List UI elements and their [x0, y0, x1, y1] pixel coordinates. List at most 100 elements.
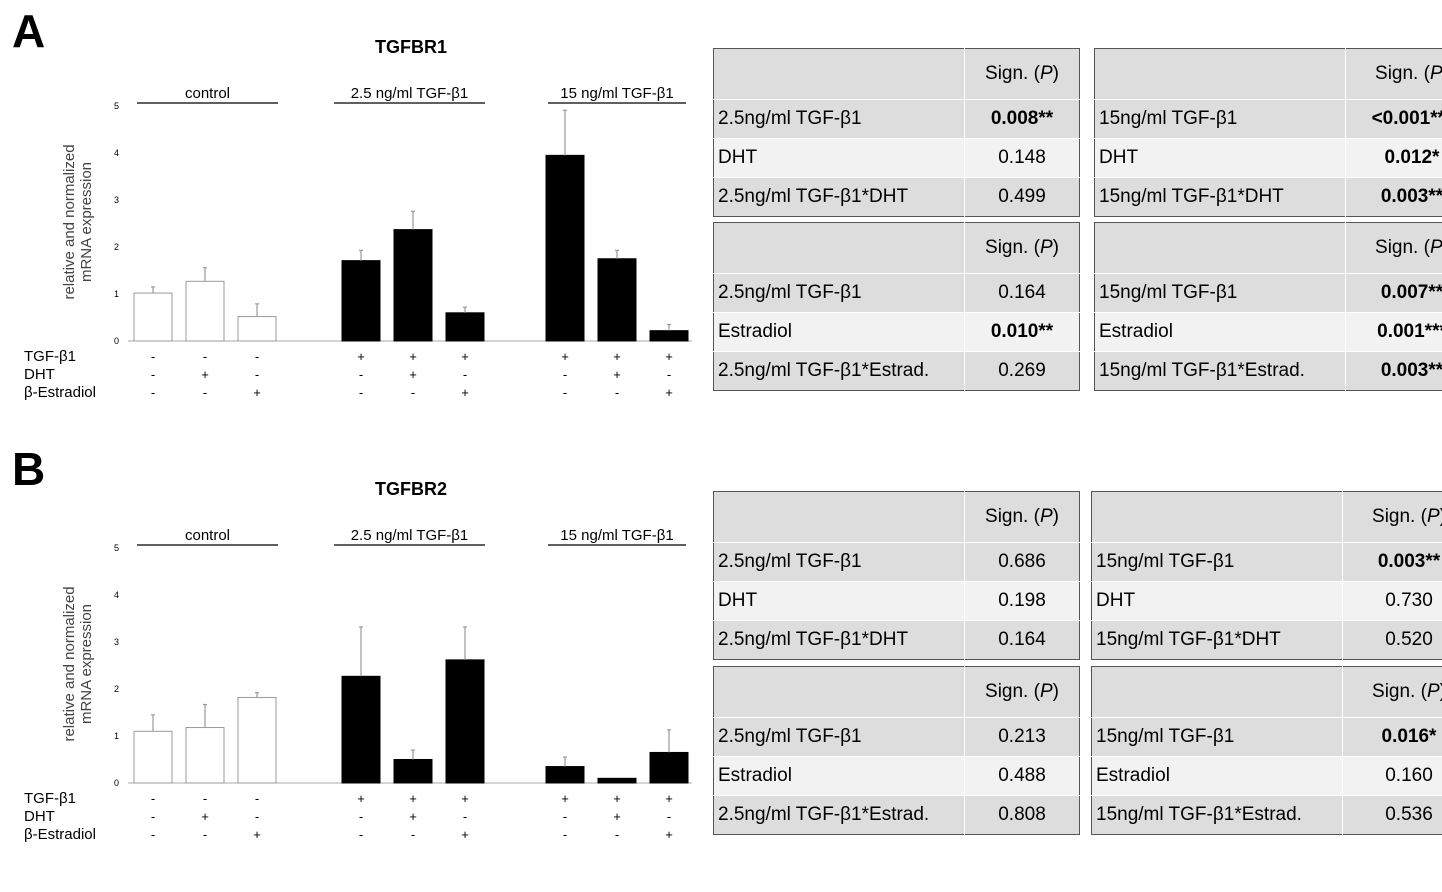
treatment-symbol: - — [563, 827, 567, 842]
bar — [546, 155, 584, 341]
stats-header-empty — [1092, 492, 1343, 543]
group-label: 2.5 ng/ml TGF-β1 — [351, 527, 469, 544]
stats-table-header-row: Sign. (P) — [714, 223, 1080, 274]
treatment-symbol: + — [561, 791, 569, 806]
bar — [186, 281, 224, 341]
treatment-row-label: DHT — [24, 366, 55, 383]
stats-effect-label: 2.5ng/ml TGF-β1*Estrad. — [714, 796, 965, 835]
treatment-symbol: + — [409, 809, 417, 824]
stats-p-value: 0.198 — [965, 582, 1080, 621]
stats-header-sign: Sign. (P) — [1346, 223, 1442, 274]
treatment-symbol: - — [151, 367, 155, 382]
bar — [342, 261, 380, 341]
stats-header-empty — [1095, 49, 1346, 100]
y-tick-label: 5 — [114, 543, 119, 553]
stats-effect-label: Estradiol — [1095, 313, 1346, 352]
stats-header-sign: Sign. (P) — [965, 492, 1080, 543]
treatment-symbol: - — [151, 385, 155, 400]
treatment-symbol: - — [359, 385, 363, 400]
bar — [650, 331, 688, 341]
bar — [238, 697, 276, 783]
group-label: 15 ng/ml TGF-β1 — [560, 85, 673, 102]
stats-header-sign: Sign. (P) — [1346, 49, 1442, 100]
stats-table-row: 2.5ng/ml TGF-β1*Estrad.0.808 — [714, 796, 1080, 835]
stats-p-value: 0.520 — [1343, 621, 1442, 660]
stats-p-value: 0.001*** — [1346, 313, 1442, 352]
stats-header-sign: Sign. (P) — [1343, 492, 1442, 543]
stats-table: Sign. (P)15ng/ml TGF-β10.007**Estradiol0… — [1094, 222, 1442, 391]
stats-p-value: 0.269 — [965, 352, 1080, 391]
bar — [446, 313, 484, 341]
stats-effect-label: DHT — [1095, 139, 1346, 178]
stats-effect-label: DHT — [714, 582, 965, 621]
stats-p-value: 0.488 — [965, 757, 1080, 796]
stats-effect-label: 2.5ng/ml TGF-β1*DHT — [714, 178, 965, 217]
stats-effect-label: DHT — [714, 139, 965, 178]
stats-effect-label: 15ng/ml TGF-β1*DHT — [1095, 178, 1346, 217]
treatment-symbol: - — [463, 367, 467, 382]
treatment-symbol: + — [201, 367, 209, 382]
treatment-row-label: β-Estradiol — [24, 384, 96, 401]
treatment-symbol: - — [667, 809, 671, 824]
treatment-symbol: + — [253, 827, 261, 842]
stats-p-value: 0.686 — [965, 543, 1080, 582]
treatment-symbol: - — [151, 827, 155, 842]
stats-header-empty — [714, 667, 965, 718]
stats-table-header-row: Sign. (P) — [1092, 667, 1442, 718]
bar — [546, 767, 584, 783]
treatment-symbol: - — [615, 385, 619, 400]
y-tick-label: 4 — [114, 590, 119, 600]
y-tick-label: 2 — [114, 684, 119, 694]
stats-table: Sign. (P)15ng/ml TGF-β10.016*Estradiol0.… — [1091, 666, 1442, 835]
treatment-row-label: TGF-β1 — [24, 790, 76, 807]
y-tick-label: 2 — [114, 242, 119, 252]
stats-header-sign: Sign. (P) — [965, 667, 1080, 718]
stats-table-box: Sign. (P)15ng/ml TGF-β10.003**DHT0.73015… — [1091, 491, 1442, 661]
stats-header-sign: Sign. (P) — [965, 223, 1080, 274]
stats-p-value: 0.007** — [1346, 274, 1442, 313]
treatment-symbol: - — [563, 809, 567, 824]
stats-p-value: 0.010** — [965, 313, 1080, 352]
treatment-symbol: - — [563, 367, 567, 382]
y-tick-label: 4 — [114, 148, 119, 158]
stats-p-value: 0.499 — [965, 178, 1080, 217]
group-label: control — [185, 527, 230, 544]
treatment-symbol: + — [357, 791, 365, 806]
stats-effect-label: Estradiol — [1092, 757, 1343, 796]
treatment-symbol: - — [255, 809, 259, 824]
stats-header-empty — [1095, 223, 1346, 274]
stats-effect-label: 15ng/ml TGF-β1 — [1095, 274, 1346, 313]
bar — [598, 259, 636, 341]
y-tick-label: 0 — [114, 778, 119, 788]
treatment-symbol: + — [253, 385, 261, 400]
treatment-symbol: - — [411, 827, 415, 842]
stats-table: Sign. (P)15ng/ml TGF-β10.003**DHT0.73015… — [1091, 491, 1442, 660]
treatment-symbol: + — [461, 791, 469, 806]
stats-p-value: 0.003** — [1346, 352, 1442, 391]
treatment-row-label: TGF-β1 — [24, 348, 76, 365]
stats-p-value: 0.003** — [1346, 178, 1442, 217]
stats-table-box: Sign. (P)15ng/ml TGF-β1<0.001***DHT0.012… — [1094, 48, 1442, 218]
stats-effect-label: 15ng/ml TGF-β1 — [1092, 718, 1343, 757]
treatment-symbol: + — [461, 385, 469, 400]
stats-table: Sign. (P)15ng/ml TGF-β1<0.001***DHT0.012… — [1094, 48, 1442, 217]
bar — [134, 293, 172, 341]
stats-header-empty — [714, 492, 965, 543]
stats-p-value: <0.001*** — [1346, 100, 1442, 139]
